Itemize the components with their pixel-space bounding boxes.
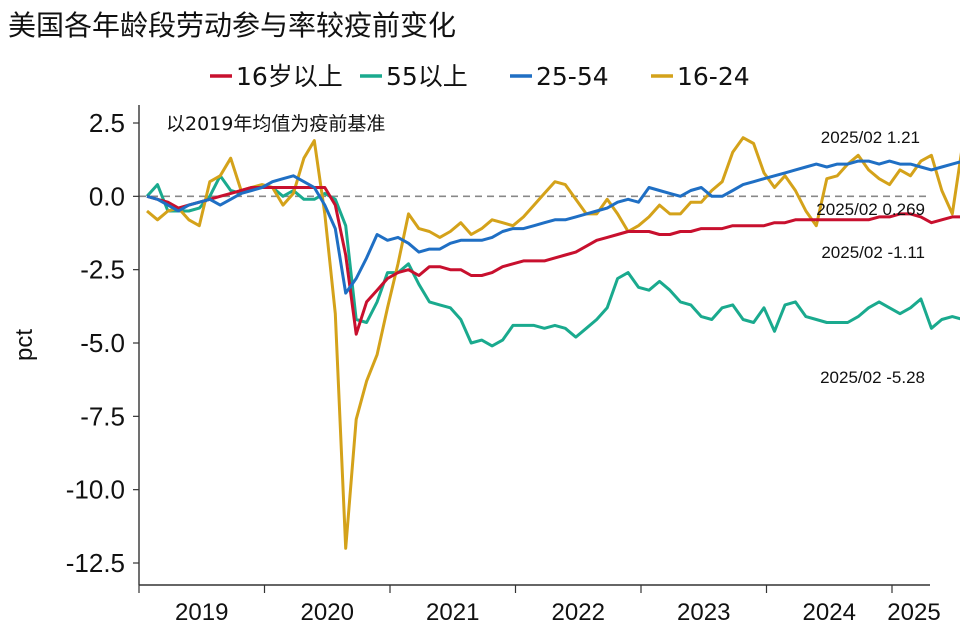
chart-title: 美国各年龄段劳动参与率较疫前变化	[8, 9, 457, 42]
legend-item: 16-24	[651, 62, 750, 91]
end-value-label: 2025/02 -1.11	[821, 243, 925, 262]
legend-label: 16岁以上	[236, 62, 343, 91]
x-tick-label: 2022	[552, 599, 605, 626]
x-tick-label: 2020	[301, 599, 354, 626]
legend-label: 25-54	[536, 62, 609, 91]
x-tick-label: 2023	[677, 599, 730, 626]
y-axis-label: pct	[11, 329, 38, 361]
legend-label: 16-24	[677, 62, 750, 91]
series-line	[146, 136, 960, 550]
x-tick-label: 2021	[426, 599, 479, 626]
end-value-label: 2025/02 -5.28	[820, 368, 925, 387]
x-tick-label: 2019	[175, 599, 228, 626]
legend-item: 55以上	[360, 62, 468, 91]
y-tick-label: 2.5	[89, 108, 125, 138]
end-point-annotations: 2025/02 -1.11 2025/02 -5.28 2025/02 1.21 20…	[816, 128, 925, 387]
y-tick-label: -12.5	[66, 548, 125, 578]
y-tick-label: -2.5	[80, 255, 125, 285]
end-value-label: 2025/02 1.21	[821, 128, 920, 147]
baseline-note: 以2019年均值为疫前基准	[166, 113, 385, 135]
x-tick-label: 2024	[803, 599, 856, 626]
y-tick-label: -10.0	[66, 475, 125, 505]
legend-label: 55以上	[386, 62, 468, 91]
y-tick-label: -7.5	[80, 401, 125, 431]
legend-item: 25-54	[510, 62, 609, 91]
end-value-label: 2025/02 0.269	[816, 200, 925, 219]
series-line	[146, 159, 960, 295]
axes: 2.5 0.0 -2.5 -5.0 -7.5 -10.0 -12.5 2019 2020 2021…	[66, 105, 941, 626]
x-tick-label: 2025	[887, 599, 940, 626]
legend-item: 16岁以上	[210, 62, 343, 91]
y-tick-label: 0.0	[89, 181, 125, 211]
y-tick-label: -5.0	[80, 328, 125, 358]
series-line	[145, 174, 960, 348]
series-line	[146, 186, 960, 336]
legend: 16岁以上 55以上 25-54 16-24	[210, 62, 750, 91]
series-lines	[145, 136, 960, 550]
